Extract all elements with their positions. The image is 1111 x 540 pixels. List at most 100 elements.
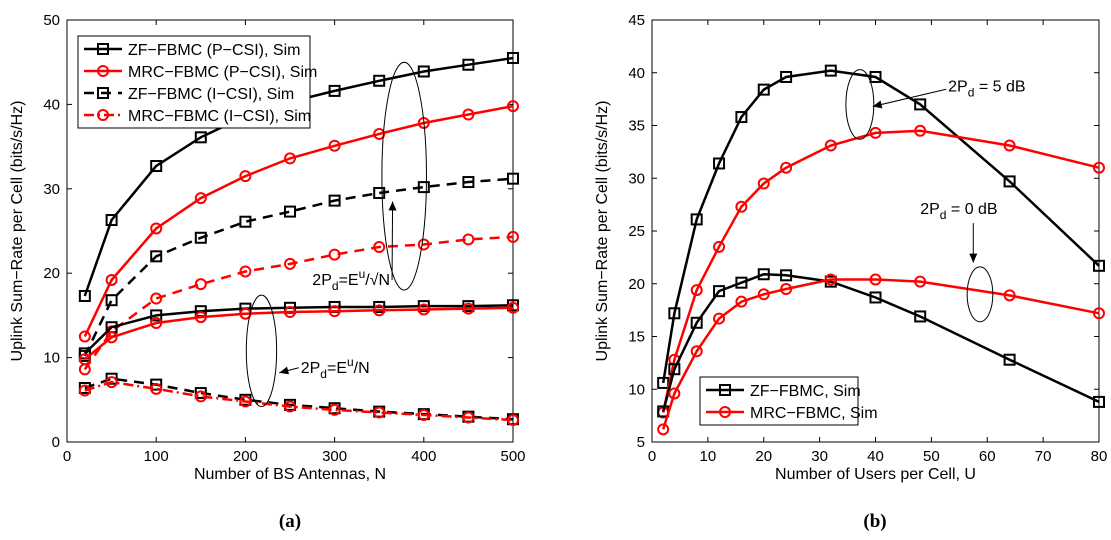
data-point: [657, 423, 670, 436]
x-axis-label: Number of Users per Cell, U: [775, 466, 976, 483]
annotation-part: d: [320, 367, 327, 381]
data-point: [328, 194, 341, 207]
data-point: [780, 269, 793, 282]
y-tick-label: 35: [628, 118, 645, 135]
data-point: [507, 414, 519, 427]
x-tick-label: 500: [500, 448, 525, 465]
data-point: [914, 124, 927, 137]
y-axis-label: Uplink Sum−Rate per Cell (bits/s/Hz): [9, 101, 26, 362]
chart-panel-1: 0 100 200 300 400 500 0 10 20 30 40 50 Number of BS …: [9, 12, 526, 532]
data-point: [780, 161, 793, 174]
series-line: [83, 104, 514, 338]
data-point: [869, 126, 882, 139]
data-point: [150, 378, 163, 391]
x-tick-label: 40: [867, 448, 884, 465]
data-point: [668, 363, 681, 376]
data-point: [824, 273, 837, 286]
data-point: [914, 98, 927, 111]
annotation-part: u: [347, 355, 354, 369]
series-line: [84, 377, 514, 421]
annotation-part: d: [968, 86, 975, 100]
data-point: [373, 304, 386, 317]
data-point: [1093, 307, 1105, 320]
annotation-part: 2P: [920, 201, 940, 218]
annotation-part: =E: [327, 360, 347, 377]
y-tick-label: 20: [628, 276, 645, 293]
y-tick-label: 40: [628, 65, 645, 82]
series-3: [78, 172, 519, 362]
arrow-head: [279, 366, 290, 375]
y-tick-label: 15: [628, 329, 645, 346]
y-tick-label: 50: [43, 12, 60, 29]
data-point: [150, 309, 163, 322]
data-point: [668, 307, 681, 320]
data-point: [690, 316, 703, 329]
data-point: [78, 353, 91, 366]
arrow-head: [969, 253, 978, 263]
y-axis-label: Uplink Sum−Rate per Cell (bits/s/Hz): [594, 101, 611, 362]
legend-entry-label: ZF−FBMC, Sim: [750, 383, 861, 400]
x-axis-label: Number of BS Antennas, N: [194, 466, 386, 483]
data-point: [194, 192, 207, 205]
data-point: [713, 285, 726, 298]
data-point: [194, 390, 207, 403]
data-point: [507, 230, 519, 243]
data-point: [780, 283, 793, 296]
data-point: [757, 177, 770, 190]
data-point: [757, 83, 770, 96]
data-point: [507, 100, 519, 113]
arrow-head: [388, 201, 397, 211]
series-line: [84, 306, 514, 361]
annotation-part: /√N: [365, 272, 390, 289]
y-tick-label: 30: [628, 170, 645, 187]
data-point: [1003, 289, 1016, 302]
series-2: [78, 100, 519, 343]
y-tick-label: 25: [628, 223, 645, 240]
series-line: [83, 235, 514, 371]
group-ellipse: [245, 294, 278, 408]
data-point: [150, 316, 163, 329]
data-point: [1093, 161, 1105, 174]
data-point: [668, 387, 681, 400]
data-point: [105, 376, 118, 389]
data-point: [507, 301, 519, 314]
data-point: [105, 214, 118, 227]
group-ellipse: [966, 266, 994, 323]
y-tick-label: 10: [628, 381, 645, 398]
x-tick-label: 60: [979, 448, 996, 465]
series-line: [84, 380, 514, 422]
data-point: [735, 295, 748, 308]
x-tick-label: 0: [63, 448, 71, 465]
series-line: [661, 273, 1100, 412]
data-point: [150, 292, 163, 305]
data-point: [105, 294, 118, 307]
legend-marker: [97, 87, 109, 99]
data-point: [417, 238, 430, 251]
annotation-part: 2P: [301, 360, 321, 377]
data-point: [713, 312, 726, 325]
data-point: [507, 172, 519, 185]
data-point: [373, 187, 386, 200]
x-tick-label: 200: [233, 448, 258, 465]
data-point: [373, 127, 386, 140]
data-point: [462, 58, 475, 71]
x-tick-label: 30: [811, 448, 828, 465]
group-ellipse: [845, 69, 875, 140]
annotation-part: = 0 dB: [946, 201, 997, 218]
data-point: [194, 278, 207, 291]
data-point: [869, 291, 882, 304]
data-point: [713, 240, 726, 253]
data-point: [284, 257, 296, 270]
data-point: [105, 273, 118, 286]
data-point: [690, 213, 703, 226]
arrow-head: [872, 100, 883, 109]
data-point: [869, 273, 882, 286]
data-point: [239, 265, 252, 278]
data-point: [417, 65, 430, 78]
data-point: [1003, 353, 1016, 366]
panel-label: (a): [279, 511, 301, 532]
legend-marker: [97, 43, 109, 55]
annotation-text: 2Pd = 0 dB: [920, 201, 997, 222]
data-point: [657, 376, 670, 389]
legend-marker: [97, 65, 109, 77]
